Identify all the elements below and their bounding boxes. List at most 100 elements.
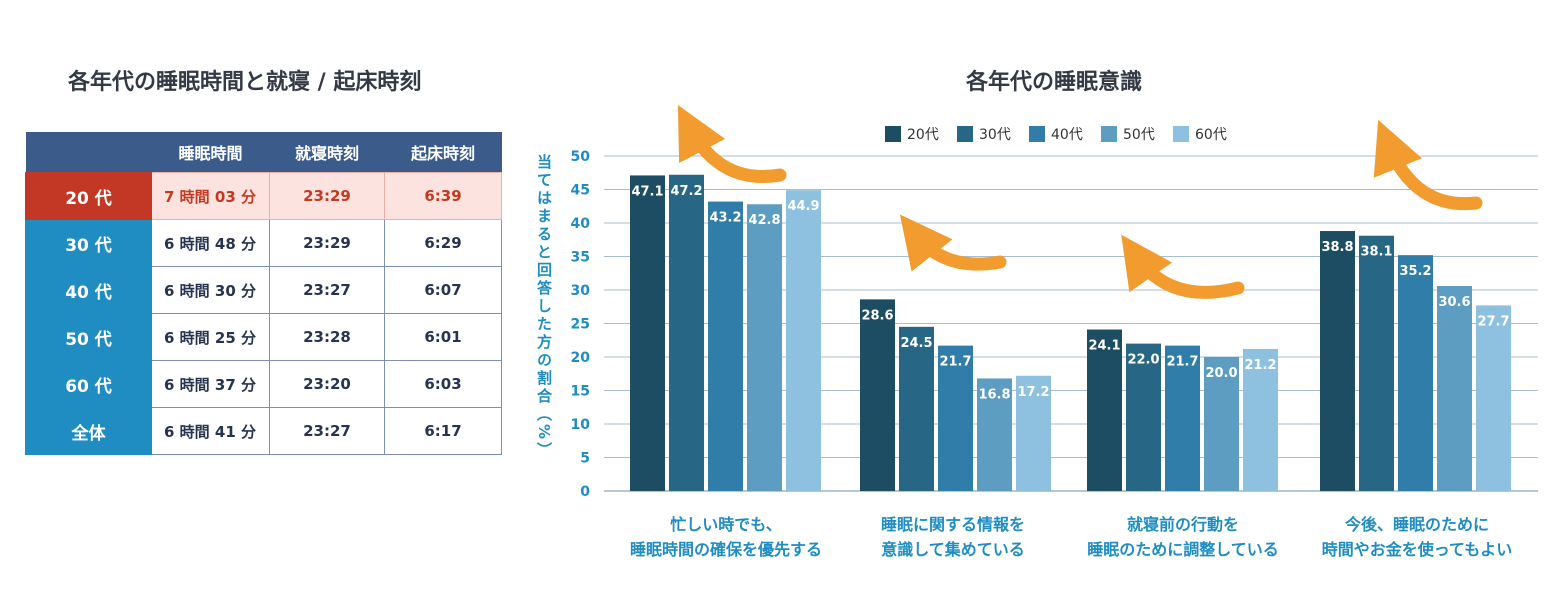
wake-time-cell: 6:17	[384, 407, 502, 455]
header-cell-empty	[25, 132, 152, 173]
sleep-duration-cell: 7 時間 03 分	[151, 172, 270, 220]
legend-label: 30代	[979, 127, 1011, 143]
sleep-duration-cell: 6 時間 37 分	[151, 360, 270, 408]
legend-swatch	[885, 126, 901, 142]
table-header-row: 睡眠時間 就寝時刻 起床時刻	[25, 132, 502, 173]
legend-label: 50代	[1123, 127, 1155, 143]
age-cell: 20 代	[25, 172, 152, 220]
legend-item-40代: 40代	[1029, 124, 1083, 144]
bar-40代-0	[708, 201, 743, 491]
bar-30代-2	[1126, 343, 1161, 491]
bar-value-label: 30.6	[1438, 295, 1470, 310]
bar-value-label: 44.9	[787, 199, 819, 214]
bar-value-label: 38.1	[1360, 245, 1392, 260]
y-tick-label: 30	[571, 283, 591, 299]
trend-arrow-icon	[1373, 119, 1483, 211]
sleep-duration-cell: 6 時間 48 分	[151, 219, 270, 267]
legend-item-30代: 30代	[957, 124, 1011, 144]
table-row: 50 代 6 時間 25 分 23:28 6:01	[25, 313, 502, 361]
trend-arrows	[677, 104, 1483, 299]
legend-item-20代: 20代	[885, 124, 939, 144]
bar-60代-3	[1476, 305, 1511, 491]
age-cell: 40 代	[25, 266, 152, 314]
bar-30代-1	[899, 326, 934, 491]
trend-arrow-icon	[1121, 234, 1245, 299]
trend-arrow-icon	[899, 214, 1007, 272]
x-category-label: 今後、睡眠のために 時間やお金を使ってもよい	[1321, 515, 1513, 559]
bar-value-label: 21.2	[1244, 358, 1276, 373]
wake-time-cell: 6:03	[384, 360, 502, 408]
bedtime-cell: 23:20	[269, 360, 385, 408]
bar-value-label: 47.2	[670, 184, 702, 199]
bar-value-label: 35.2	[1399, 264, 1431, 279]
age-cell: 30 代	[25, 219, 152, 267]
bar-value-label: 27.7	[1477, 314, 1509, 329]
sleep-duration-cell: 6 時間 30 分	[151, 266, 270, 314]
table-row: 60 代 6 時間 37 分 23:20 6:03	[25, 360, 502, 408]
bar-20代-3	[1320, 231, 1355, 492]
x-category-label: 睡眠に関する情報を 意識して集めている	[880, 515, 1025, 559]
trend-arrow-icon	[677, 104, 787, 183]
y-tick-label: 40	[571, 216, 591, 232]
bar-value-label: 22.0	[1127, 353, 1159, 368]
y-tick-label: 10	[571, 417, 591, 433]
bedtime-cell: 23:27	[269, 266, 385, 314]
bar-20代-0	[630, 175, 665, 491]
bar-30代-0	[669, 174, 704, 491]
bar-value-label: 24.1	[1088, 339, 1120, 354]
y-tick-label: 50	[571, 149, 591, 165]
bedtime-cell: 23:28	[269, 313, 385, 361]
age-cell: 50 代	[25, 313, 152, 361]
x-category-label: 忙しい時でも、 睡眠時間の確保を優先する	[629, 515, 822, 559]
y-tick-label: 5	[580, 451, 590, 467]
bar-50代-1	[977, 378, 1012, 491]
legend-swatch	[1029, 126, 1045, 142]
y-tick-label: 15	[571, 384, 590, 400]
header-sleep-duration: 睡眠時間	[151, 132, 270, 173]
bar-value-label: 24.5	[900, 336, 932, 351]
age-cell: 全体	[25, 407, 152, 455]
y-tick-label: 25	[571, 317, 590, 333]
bar-value-label: 20.0	[1205, 366, 1237, 381]
bar-value-label: 28.6	[861, 308, 893, 323]
bar-40代-2	[1165, 345, 1200, 491]
y-tick-label: 35	[571, 250, 590, 266]
legend-label: 20代	[907, 127, 939, 143]
wake-time-cell: 6:39	[384, 172, 502, 220]
bar-40代-1	[938, 345, 973, 491]
y-tick-label: 45	[571, 183, 590, 199]
bar-50代-0	[747, 204, 782, 492]
bar-value-label: 47.1	[631, 184, 663, 199]
bar-value-label: 16.8	[978, 387, 1010, 402]
wake-time-cell: 6:07	[384, 266, 502, 314]
y-axis-label: 当てはまると回答した方の割合（%）	[535, 154, 553, 461]
bar-60代-1	[1016, 375, 1051, 491]
bar-20代-2	[1087, 329, 1122, 491]
bar-60代-0	[786, 190, 821, 492]
sleep-time-table: 睡眠時間 就寝時刻 起床時刻 20 代 7 時間 03 分 23:29 6:39…	[25, 132, 502, 455]
wake-time-cell: 6:01	[384, 313, 502, 361]
table-row: 20 代 7 時間 03 分 23:29 6:39	[25, 172, 502, 220]
bar-40代-3	[1398, 255, 1433, 491]
bedtime-cell: 23:29	[269, 219, 385, 267]
bar-20代-1	[860, 299, 895, 491]
bar-value-label: 43.2	[709, 211, 741, 226]
chart-title: 各年代の睡眠意識	[966, 70, 1143, 95]
bar-value-label: 17.2	[1017, 385, 1049, 400]
table-row: 40 代 6 時間 30 分 23:27 6:07	[25, 266, 502, 314]
bar-50代-2	[1204, 357, 1239, 491]
bar-30代-3	[1359, 235, 1394, 491]
wake-time-cell: 6:29	[384, 219, 502, 267]
legend-label: 60代	[1195, 127, 1227, 143]
bar-value-label: 42.8	[748, 213, 780, 228]
y-tick-label: 20	[571, 350, 591, 366]
legend-label: 40代	[1051, 127, 1083, 143]
legend-item-50代: 50代	[1101, 124, 1155, 144]
bar-60代-2	[1243, 348, 1278, 491]
legend-swatch	[1173, 126, 1189, 142]
header-bedtime: 就寝時刻	[269, 132, 385, 173]
bar-value-label: 38.8	[1321, 240, 1353, 255]
bar-value-label: 21.7	[939, 355, 971, 370]
sleep-duration-cell: 6 時間 41 分	[151, 407, 270, 455]
